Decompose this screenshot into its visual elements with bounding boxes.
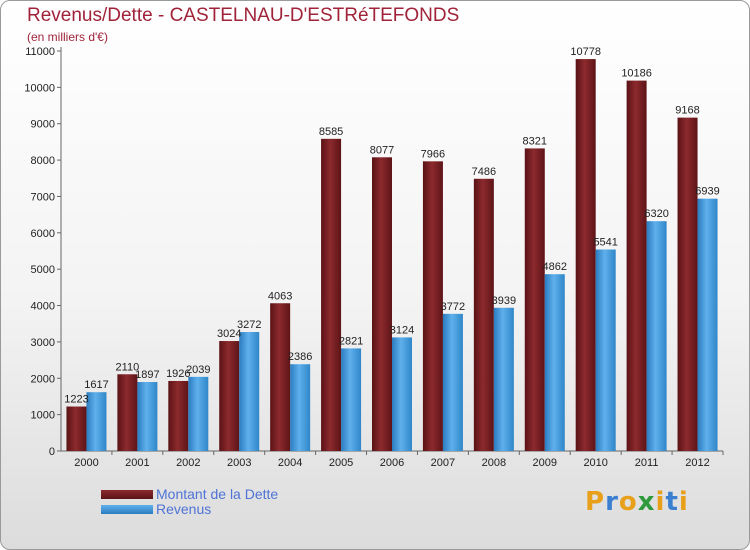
data-label-dette: 1223 [64, 394, 88, 406]
bar-dette [473, 178, 494, 452]
x-tick-label: 2009 [533, 457, 557, 469]
x-tick-label: 2005 [329, 457, 353, 469]
data-label-revenus: 3124 [390, 324, 414, 336]
y-tick-label: 3000 [31, 337, 55, 349]
bar-dette [321, 138, 342, 451]
y-tick-label: 9000 [31, 119, 55, 131]
bar-dette [66, 406, 87, 451]
logo-letter: o [618, 487, 638, 517]
bar-revenus [137, 382, 158, 451]
data-label-revenus: 1897 [135, 369, 159, 381]
bar-dette [677, 117, 698, 452]
x-tick-label: 2010 [583, 457, 607, 469]
bar-dette [219, 341, 240, 451]
data-label-dette: 8077 [370, 144, 394, 156]
y-tick-label: 11000 [25, 46, 55, 58]
legend-label-revenus: Revenus [156, 501, 212, 517]
logo-letter: i [678, 487, 689, 517]
proxiti-logo: Proxiti [585, 487, 689, 517]
data-label-dette: 8321 [523, 135, 547, 147]
y-tick-label: 7000 [31, 191, 55, 203]
data-label-dette: 4063 [268, 290, 292, 302]
data-label-dette: 10186 [621, 68, 652, 80]
bar-revenus [646, 221, 667, 451]
legend-swatch-dette [101, 490, 153, 499]
logo-letter: t [665, 487, 679, 517]
bar-dette [270, 303, 291, 451]
data-label-dette: 8585 [319, 126, 343, 138]
bar-dette [524, 148, 545, 451]
logo-letter: P [585, 487, 606, 517]
bar-revenus [86, 392, 107, 451]
x-tick-label: 2006 [380, 457, 404, 469]
data-label-dette: 1926 [166, 368, 190, 380]
data-label-dette: 9168 [675, 105, 699, 117]
legend-label-dette: Montant de la Dette [156, 486, 279, 502]
data-label-revenus: 2386 [288, 351, 312, 363]
bar-dette [626, 80, 647, 451]
data-label-revenus: 4862 [543, 261, 567, 273]
data-label-dette: 2110 [116, 361, 140, 373]
y-tick-label: 10000 [24, 82, 55, 94]
data-label-dette: 7486 [472, 166, 496, 178]
y-tick-label: 6000 [31, 228, 55, 240]
bar-dette [117, 374, 138, 451]
data-label-dette: 3024 [217, 328, 241, 340]
x-tick-label: 2008 [482, 457, 506, 469]
x-tick-label: 2003 [227, 457, 251, 469]
legend-swatch-revenus [101, 505, 153, 514]
x-tick-label: 2012 [685, 457, 709, 469]
logo-letter: x [637, 487, 656, 517]
data-label-revenus: 3272 [237, 319, 261, 331]
bar-revenus [697, 198, 718, 451]
bar-revenus [188, 376, 209, 451]
bar-dette [575, 59, 596, 452]
data-label-revenus: 1617 [84, 379, 108, 391]
y-tick-label: 8000 [31, 155, 55, 167]
data-label-dette: 10778 [570, 46, 601, 58]
data-label-revenus: 2039 [186, 364, 210, 376]
bar-revenus [239, 332, 260, 451]
data-label-revenus: 6939 [695, 186, 719, 198]
bar-revenus [493, 307, 514, 451]
bar-revenus [595, 249, 616, 451]
x-tick-label: 2004 [278, 457, 302, 469]
y-tick-label: 5000 [31, 264, 55, 276]
bar-revenus [290, 364, 311, 451]
y-tick-label: 0 [49, 446, 55, 458]
x-tick-label: 2000 [74, 457, 98, 469]
x-tick-label: 2001 [125, 457, 149, 469]
y-tick-label: 4000 [31, 301, 55, 313]
data-label-revenus: 3939 [492, 295, 516, 307]
x-tick-label: 2007 [431, 457, 455, 469]
data-label-revenus: 2821 [339, 335, 363, 347]
x-tick-label: 2002 [176, 457, 200, 469]
y-tick-label: 1000 [31, 410, 55, 422]
bar-revenus [442, 313, 463, 451]
data-label-revenus: 3772 [441, 301, 465, 313]
data-label-revenus: 5541 [593, 237, 617, 249]
data-label-dette: 7966 [421, 148, 445, 160]
bar-dette [422, 161, 443, 451]
bar-dette [372, 157, 392, 452]
chart-title: Revenus/Dette - CASTELNAU-D'ESTRéTEFONDS [27, 5, 460, 26]
data-label-revenus: 6320 [644, 208, 668, 220]
bar-dette [168, 380, 189, 451]
x-tick-label: 2011 [635, 457, 659, 469]
logo-letter: r [605, 487, 619, 517]
bar-revenus [544, 274, 565, 451]
bar-revenus [341, 348, 362, 451]
logo-letter: i [655, 487, 666, 517]
y-tick-label: 2000 [31, 373, 55, 385]
bar-chart: 0 1000 2000 3000 4000 5000 6000 7000 8000 9000 100… [24, 46, 724, 469]
bar-revenus [392, 337, 412, 451]
chart-subtitle: (en milliers d'€) [27, 30, 108, 44]
